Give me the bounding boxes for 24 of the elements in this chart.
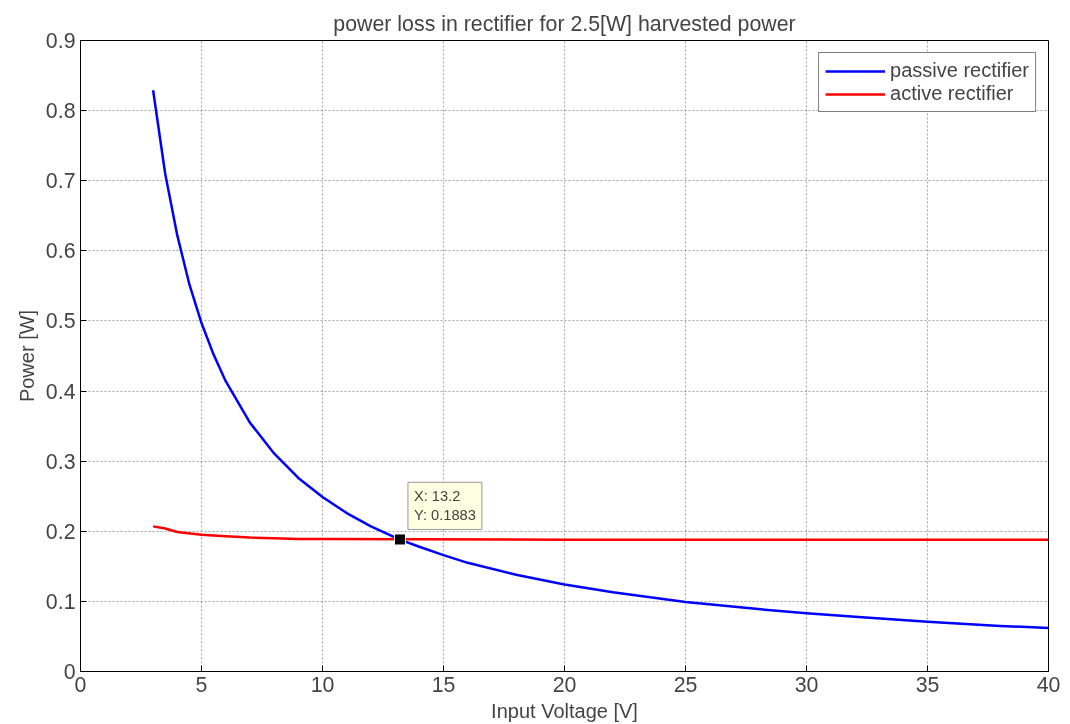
y-tick-label: 0.2: [45, 519, 76, 544]
x-tick-label: 10: [310, 672, 335, 697]
x-tick-label: 40: [1036, 672, 1061, 697]
line-series: [151, 525, 1049, 541]
chart-title: power loss in rectifier for 2.5[W] harvested power: [333, 11, 796, 36]
y-tick-label: 0.9: [45, 29, 76, 53]
y-tick-label: 0.8: [45, 99, 76, 124]
x-tick-label: 5: [195, 672, 208, 697]
y-tick-label: 0.7: [45, 169, 76, 194]
x-tick-label: 35: [915, 672, 940, 697]
y-tick-label: 0.5: [45, 309, 76, 334]
x-tick-label: 20: [552, 672, 577, 697]
annotation: X: 13.2 Y: 0.1883: [413, 488, 476, 524]
legend-label: passive rectifier: [890, 59, 1029, 82]
x-tick-label: 30: [794, 672, 819, 697]
x-axis-title: Input Voltage [V]: [491, 699, 638, 722]
y-tick-label: 0.4: [45, 379, 76, 404]
y-tick-label: 0.3: [45, 449, 76, 474]
x-tick-label: 25: [673, 672, 698, 697]
x-tick-label: 15: [431, 672, 456, 697]
y-tick-label: 0.6: [45, 239, 76, 264]
y-tick-label: 0.1: [45, 589, 76, 614]
legend-label: active rectifier: [890, 82, 1014, 105]
y-axis-title: Power [W]: [15, 309, 38, 403]
